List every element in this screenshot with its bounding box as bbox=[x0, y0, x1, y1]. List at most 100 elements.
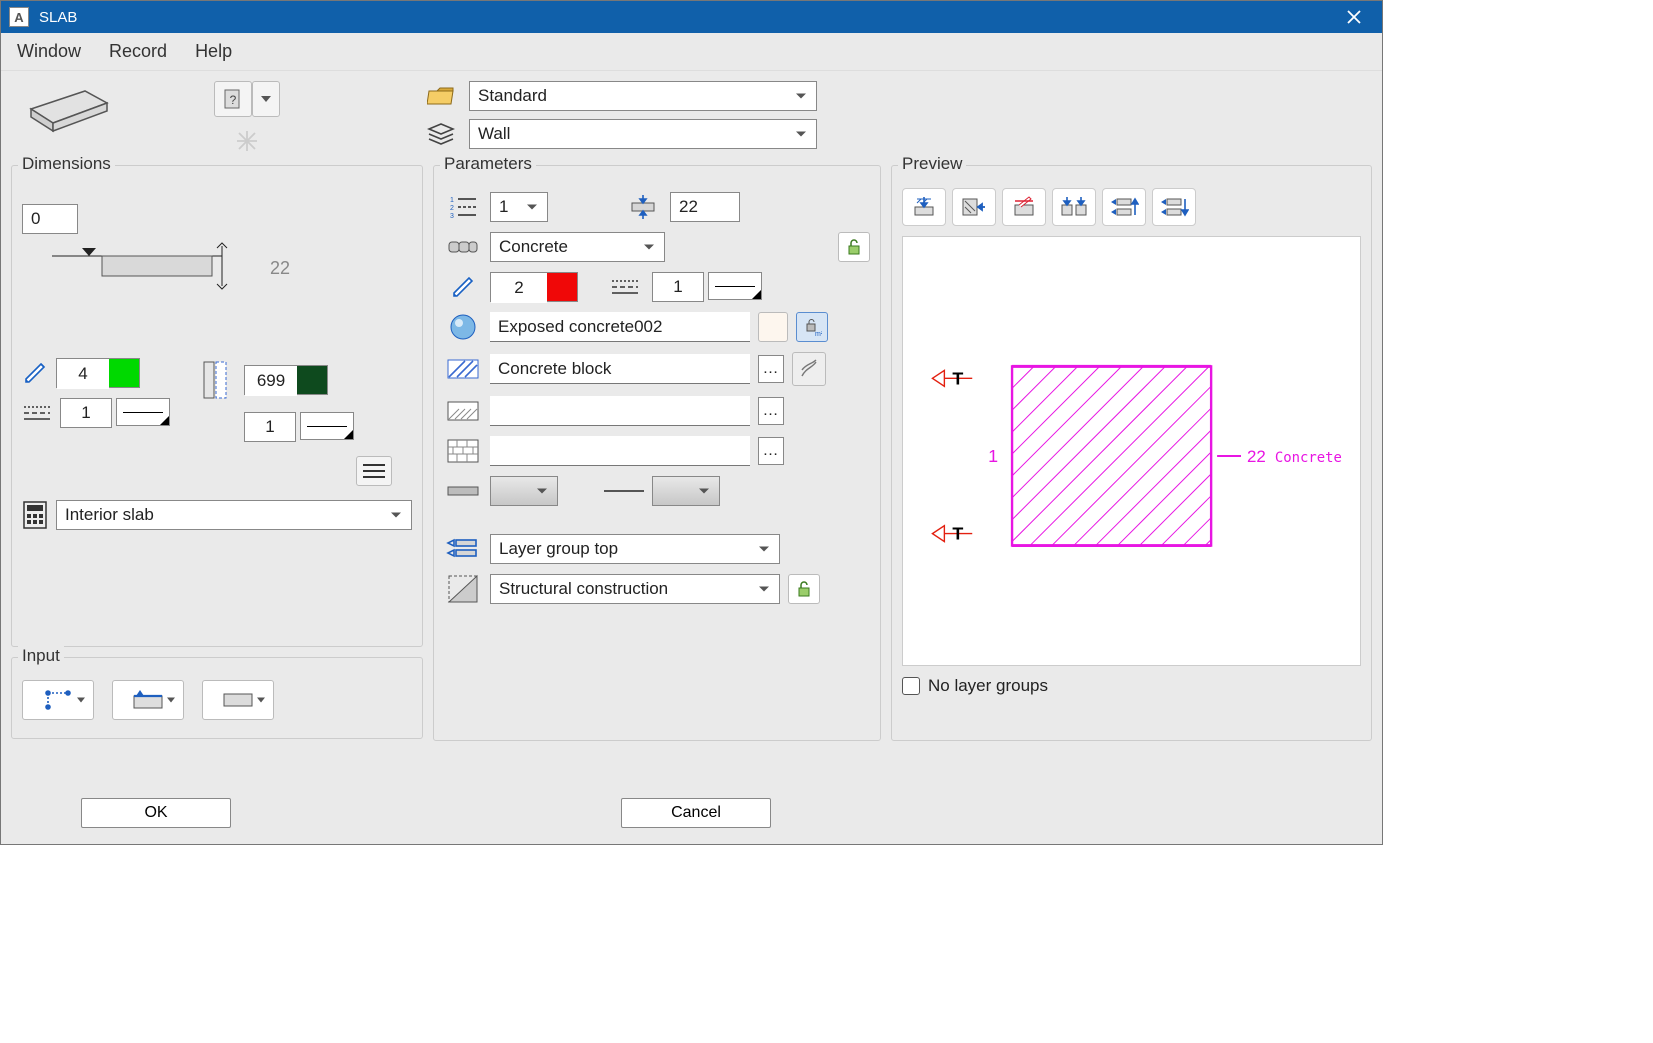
material-select[interactable]: Concrete bbox=[490, 232, 665, 262]
freeze-button[interactable] bbox=[228, 123, 266, 159]
folder-icon bbox=[427, 85, 455, 107]
ok-button[interactable]: OK bbox=[81, 798, 231, 828]
input-group: Input bbox=[11, 657, 423, 739]
line1-value: 1 bbox=[81, 403, 90, 423]
preview-btn-3[interactable] bbox=[1002, 188, 1046, 226]
favorite-select[interactable]: Standard bbox=[469, 81, 817, 111]
parameters-title: Parameters bbox=[440, 154, 536, 174]
pen2-color-swatch[interactable] bbox=[297, 366, 327, 394]
surface-area-button[interactable]: m² bbox=[796, 312, 828, 342]
svg-text:T: T bbox=[952, 368, 963, 388]
app-icon: A bbox=[9, 7, 29, 27]
menu-help[interactable]: Help bbox=[195, 41, 232, 62]
layer-group-value: Layer group top bbox=[499, 539, 618, 559]
svg-text:m²: m² bbox=[815, 331, 822, 337]
hatch-input[interactable]: Concrete block bbox=[490, 354, 750, 384]
pen2-value: 699 bbox=[257, 371, 285, 391]
material-icon bbox=[444, 234, 482, 260]
surface-preview-button[interactable] bbox=[758, 312, 788, 342]
role-select[interactable]: Structural construction bbox=[490, 574, 780, 604]
unlock-icon bbox=[795, 580, 813, 598]
pattern-more-button[interactable]: … bbox=[758, 397, 784, 425]
input-polyline-button[interactable] bbox=[22, 680, 94, 720]
role-lock-button[interactable] bbox=[788, 574, 820, 604]
dimensions-title: Dimensions bbox=[18, 154, 115, 174]
param-line-sample[interactable] bbox=[708, 272, 762, 300]
offset-input[interactable]: 0 bbox=[22, 204, 78, 234]
param-pen-input[interactable]: 2 bbox=[491, 273, 547, 303]
input-rect-button[interactable] bbox=[202, 680, 274, 720]
dimensions-column: Dimensions 0 bbox=[11, 165, 423, 790]
input-edge-button[interactable] bbox=[112, 680, 184, 720]
role-icon bbox=[444, 574, 482, 604]
preview-btn-6[interactable] bbox=[1152, 188, 1196, 226]
hatch-more-button[interactable]: … bbox=[758, 355, 784, 383]
menu-window[interactable]: Window bbox=[17, 41, 81, 62]
fill-more-button[interactable]: … bbox=[758, 437, 784, 465]
pattern-input[interactable] bbox=[490, 396, 750, 426]
preview-icon-2 bbox=[961, 195, 987, 219]
role-value: Structural construction bbox=[499, 579, 668, 599]
shade-icon bbox=[444, 485, 482, 497]
material-lock-button[interactable] bbox=[838, 232, 870, 262]
layer-count-value: 1 bbox=[499, 197, 508, 217]
layer-group-select[interactable]: Layer group top bbox=[490, 534, 780, 564]
input-title: Input bbox=[18, 646, 64, 666]
preview-btn-1[interactable] bbox=[902, 188, 946, 226]
menu-record[interactable]: Record bbox=[109, 41, 167, 62]
favorite-dropdown-button[interactable] bbox=[252, 81, 280, 117]
section-diagram-icon bbox=[22, 238, 242, 298]
top-row: ? Standard bbox=[11, 81, 1372, 165]
linetype-icon bbox=[606, 277, 644, 297]
shade1-select[interactable] bbox=[490, 476, 558, 506]
preview-icon-1 bbox=[911, 195, 937, 219]
hatch-edit-button[interactable] bbox=[792, 352, 826, 386]
layer-contour-icon bbox=[200, 358, 236, 402]
slab-icon bbox=[23, 81, 113, 141]
pen1-value: 4 bbox=[78, 364, 87, 384]
window-title: SLAB bbox=[39, 9, 77, 26]
preview-btn-2[interactable] bbox=[952, 188, 996, 226]
fill-input[interactable] bbox=[490, 436, 750, 466]
line1-input[interactable]: 1 bbox=[60, 398, 112, 428]
ok-label: OK bbox=[144, 804, 167, 821]
preview-icon-5 bbox=[1109, 195, 1139, 219]
preview-drawing: TT122Concrete bbox=[903, 237, 1360, 665]
titlebar: A SLAB bbox=[1, 1, 1382, 33]
preview-icon-6 bbox=[1159, 195, 1189, 219]
param-pen-color-swatch[interactable] bbox=[547, 273, 577, 301]
thickness-input[interactable]: 22 bbox=[670, 192, 740, 222]
surface-value: Exposed concrete002 bbox=[498, 317, 662, 337]
preview-btn-5[interactable] bbox=[1102, 188, 1146, 226]
cancel-button[interactable]: Cancel bbox=[621, 798, 771, 828]
preview-group: Preview TT122Concrete N bbox=[891, 165, 1372, 741]
pen1-color-swatch[interactable] bbox=[109, 359, 139, 387]
filter-select[interactable]: Wall bbox=[469, 119, 817, 149]
unlock-icon bbox=[845, 238, 863, 256]
line1-sample[interactable] bbox=[116, 398, 170, 426]
solid-fill-toggle[interactable] bbox=[356, 456, 392, 486]
parameters-group: Parameters 123 1 22 bbox=[433, 165, 881, 741]
param-line-value: 1 bbox=[673, 277, 682, 297]
pen2-input[interactable]: 699 bbox=[245, 366, 297, 396]
preview-icon-4 bbox=[1060, 195, 1088, 219]
preview-btn-4[interactable] bbox=[1052, 188, 1096, 226]
hatch-value: Concrete block bbox=[498, 359, 611, 379]
material-value: Concrete bbox=[499, 237, 568, 257]
content-area: ? Standard bbox=[1, 71, 1382, 844]
snowflake-icon bbox=[235, 129, 259, 153]
layer-count-select[interactable]: 1 bbox=[490, 192, 548, 222]
preview-toolbar bbox=[902, 188, 1361, 226]
thickness-value: 22 bbox=[679, 197, 698, 217]
no-layer-groups-checkbox[interactable] bbox=[902, 677, 920, 695]
line2-input[interactable]: 1 bbox=[244, 412, 296, 442]
close-button[interactable] bbox=[1334, 1, 1374, 33]
pen1-input[interactable]: 4 bbox=[57, 359, 109, 389]
param-line-input[interactable]: 1 bbox=[652, 272, 704, 302]
shade2-select[interactable] bbox=[652, 476, 720, 506]
chevron-down-icon bbox=[261, 96, 271, 102]
surface-input[interactable]: Exposed concrete002 bbox=[490, 312, 750, 342]
line2-sample[interactable] bbox=[300, 412, 354, 440]
calc-type-select[interactable]: Interior slab bbox=[56, 500, 412, 530]
favorite-query-button[interactable]: ? bbox=[214, 81, 252, 117]
